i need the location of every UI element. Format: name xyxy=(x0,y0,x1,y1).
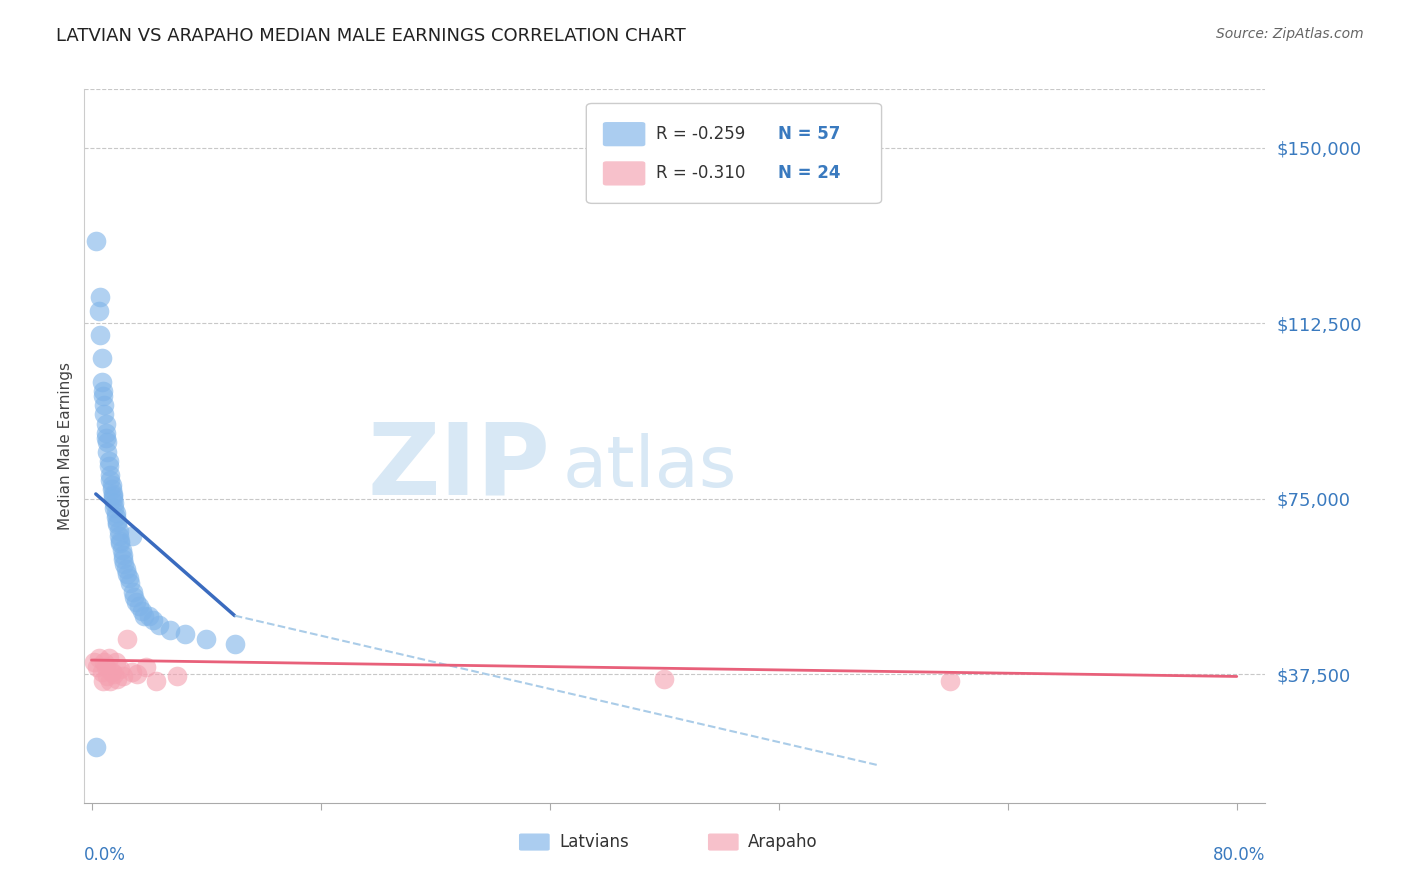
Point xyxy=(111,669,134,683)
Point xyxy=(101,489,124,503)
FancyBboxPatch shape xyxy=(519,833,550,851)
Point xyxy=(100,665,122,679)
Point xyxy=(90,375,112,389)
Point xyxy=(105,515,128,529)
Point xyxy=(94,417,117,431)
Point xyxy=(224,637,246,651)
Point xyxy=(111,548,134,562)
Text: 80.0%: 80.0% xyxy=(1213,846,1265,863)
Point xyxy=(114,557,136,571)
Point xyxy=(96,445,118,459)
Text: LATVIAN VS ARAPAHO MEDIAN MALE EARNINGS CORRELATION CHART: LATVIAN VS ARAPAHO MEDIAN MALE EARNINGS … xyxy=(56,27,686,45)
Point xyxy=(105,672,128,686)
Point xyxy=(104,506,127,520)
Point xyxy=(127,667,149,681)
Point xyxy=(108,533,131,548)
Point xyxy=(91,384,114,398)
Y-axis label: Median Male Earnings: Median Male Earnings xyxy=(58,362,73,530)
Point xyxy=(121,529,143,543)
FancyBboxPatch shape xyxy=(586,103,882,203)
Text: N = 57: N = 57 xyxy=(778,125,839,143)
Point xyxy=(93,408,115,422)
Point xyxy=(148,618,170,632)
Text: N = 24: N = 24 xyxy=(778,164,841,182)
Point xyxy=(135,660,157,674)
Point xyxy=(121,665,143,679)
Point xyxy=(84,234,107,248)
Point xyxy=(97,458,120,473)
Point xyxy=(103,667,125,681)
Point xyxy=(122,585,145,599)
Point xyxy=(108,536,131,550)
Point xyxy=(96,669,118,683)
FancyBboxPatch shape xyxy=(603,161,645,186)
Point xyxy=(97,650,120,665)
Point xyxy=(89,327,111,342)
Point xyxy=(104,510,127,524)
Point xyxy=(173,627,195,641)
Point xyxy=(84,739,107,754)
Point xyxy=(96,435,118,450)
Text: Arapaho: Arapaho xyxy=(748,833,818,851)
Point xyxy=(98,468,121,483)
Point xyxy=(120,575,142,590)
Point xyxy=(111,552,134,566)
Point xyxy=(93,398,115,412)
Point xyxy=(98,473,121,487)
Point xyxy=(108,662,131,676)
Point xyxy=(105,517,128,532)
Point xyxy=(159,623,181,637)
Text: ZIP: ZIP xyxy=(368,419,551,516)
Point xyxy=(101,487,124,501)
Point xyxy=(97,454,120,468)
Point xyxy=(103,501,125,516)
Point xyxy=(89,290,111,304)
Point xyxy=(195,632,218,646)
Point xyxy=(115,562,138,576)
Point xyxy=(87,304,110,318)
Text: Latvians: Latvians xyxy=(560,833,628,851)
Point xyxy=(90,351,112,366)
Point xyxy=(104,656,127,670)
Point xyxy=(91,389,114,403)
Text: 0.0%: 0.0% xyxy=(84,846,127,863)
Point xyxy=(100,477,122,491)
Point xyxy=(94,426,117,441)
Point xyxy=(142,613,165,627)
Point xyxy=(94,660,117,674)
Text: atlas: atlas xyxy=(562,433,737,502)
Point xyxy=(98,674,121,689)
FancyBboxPatch shape xyxy=(709,833,738,851)
Point xyxy=(93,656,115,670)
Point xyxy=(91,674,114,689)
Point xyxy=(117,566,139,581)
Point xyxy=(125,594,148,608)
Point xyxy=(117,632,139,646)
Point xyxy=(166,669,188,683)
Point xyxy=(101,491,124,506)
Point xyxy=(134,608,156,623)
Point xyxy=(110,543,132,558)
Point xyxy=(83,656,105,670)
Point xyxy=(138,608,160,623)
Point xyxy=(652,672,675,686)
Point xyxy=(86,660,108,674)
Point xyxy=(103,496,125,510)
Point xyxy=(131,604,153,618)
Text: Source: ZipAtlas.com: Source: ZipAtlas.com xyxy=(1216,27,1364,41)
Point xyxy=(107,524,129,539)
Point xyxy=(107,529,129,543)
Point xyxy=(100,483,122,497)
Point xyxy=(87,650,110,665)
Text: R = -0.310: R = -0.310 xyxy=(657,164,745,182)
Point xyxy=(145,674,167,689)
FancyBboxPatch shape xyxy=(603,122,645,146)
Text: R = -0.259: R = -0.259 xyxy=(657,125,745,143)
Point xyxy=(939,674,962,689)
Point xyxy=(118,571,141,585)
Point xyxy=(94,431,117,445)
Point xyxy=(90,665,112,679)
Point xyxy=(124,590,146,604)
Point xyxy=(128,599,150,614)
